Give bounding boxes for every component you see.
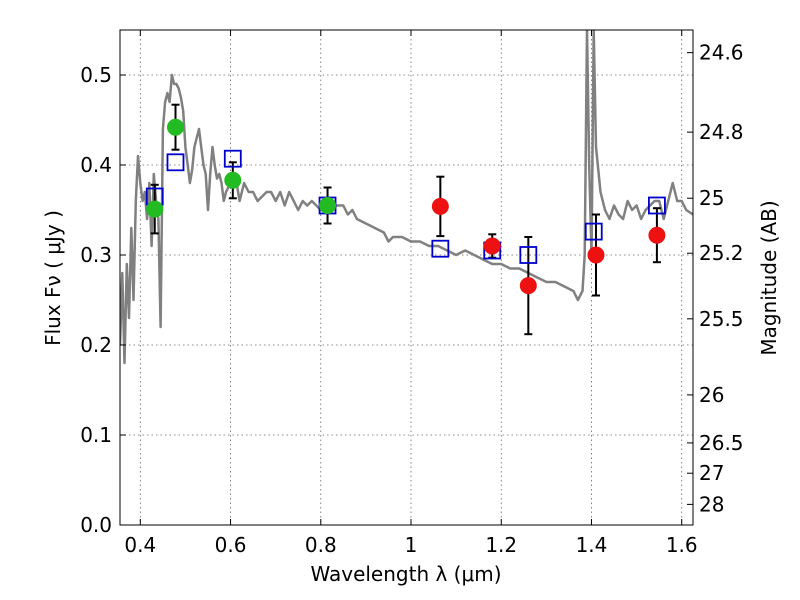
y-tick-label: 0.0 [80,513,112,537]
y-tick-label: 0.1 [80,423,112,447]
observed-point [431,197,449,215]
y-axis-right-label: Magnitude (AB) [757,200,781,355]
mag-tick-label: 26 [699,383,724,407]
x-tick-label: 0.6 [215,533,247,557]
mag-tick-label: 25.2 [699,241,744,265]
y-axis-label: Flux Fν ( μJy ) [41,210,65,346]
model-square-point [519,246,538,264]
observed-point [648,226,666,244]
axis-ticks [120,30,693,526]
tick-labels: 0.4 0.6 0.8 1 1.2 1.4 1.6 0.0 0.1 0.2 0.3 0.4 0.5 24.… [80,41,743,557]
mag-tick-label: 25.5 [699,307,744,331]
observed-point [519,277,537,295]
mag-tick-label: 27 [699,461,724,485]
x-tick-label: 0.8 [305,533,337,557]
model-square-point [431,239,450,258]
y-tick-label: 0.5 [80,63,112,87]
x-axis-label: Wavelength λ (μm) [310,562,501,586]
observed-point [224,171,242,189]
spectrum-line [120,30,693,365]
model-square-point [648,196,666,215]
plot-frame [119,29,694,526]
model-square-point [584,222,603,241]
mag-tick-label: 26.5 [699,431,744,455]
data-markers [145,118,666,295]
observed-point [483,237,501,255]
observed-point [319,197,337,214]
mag-tick-label: 28 [699,492,724,516]
x-tick-label: 1.4 [576,533,608,557]
x-tick-label: 0.4 [124,533,156,557]
observed-point [146,200,164,218]
x-tick-label: 1 [405,533,418,557]
model-square-point [223,149,242,168]
grid-lines [120,30,693,526]
observed-point [166,118,184,136]
x-tick-label: 1.2 [485,533,517,557]
observed-point [587,246,605,264]
y-tick-label: 0.3 [80,243,112,267]
y-tick-label: 0.4 [80,153,112,177]
mag-tick-label: 25 [699,186,724,210]
y-tick-label: 0.2 [80,333,112,357]
model-spectrum-line [120,30,693,365]
mag-tick-label: 24.8 [699,120,744,144]
x-tick-label: 1.6 [666,533,698,557]
model-square-point [166,153,185,172]
mag-tick-label: 24.6 [699,41,744,65]
